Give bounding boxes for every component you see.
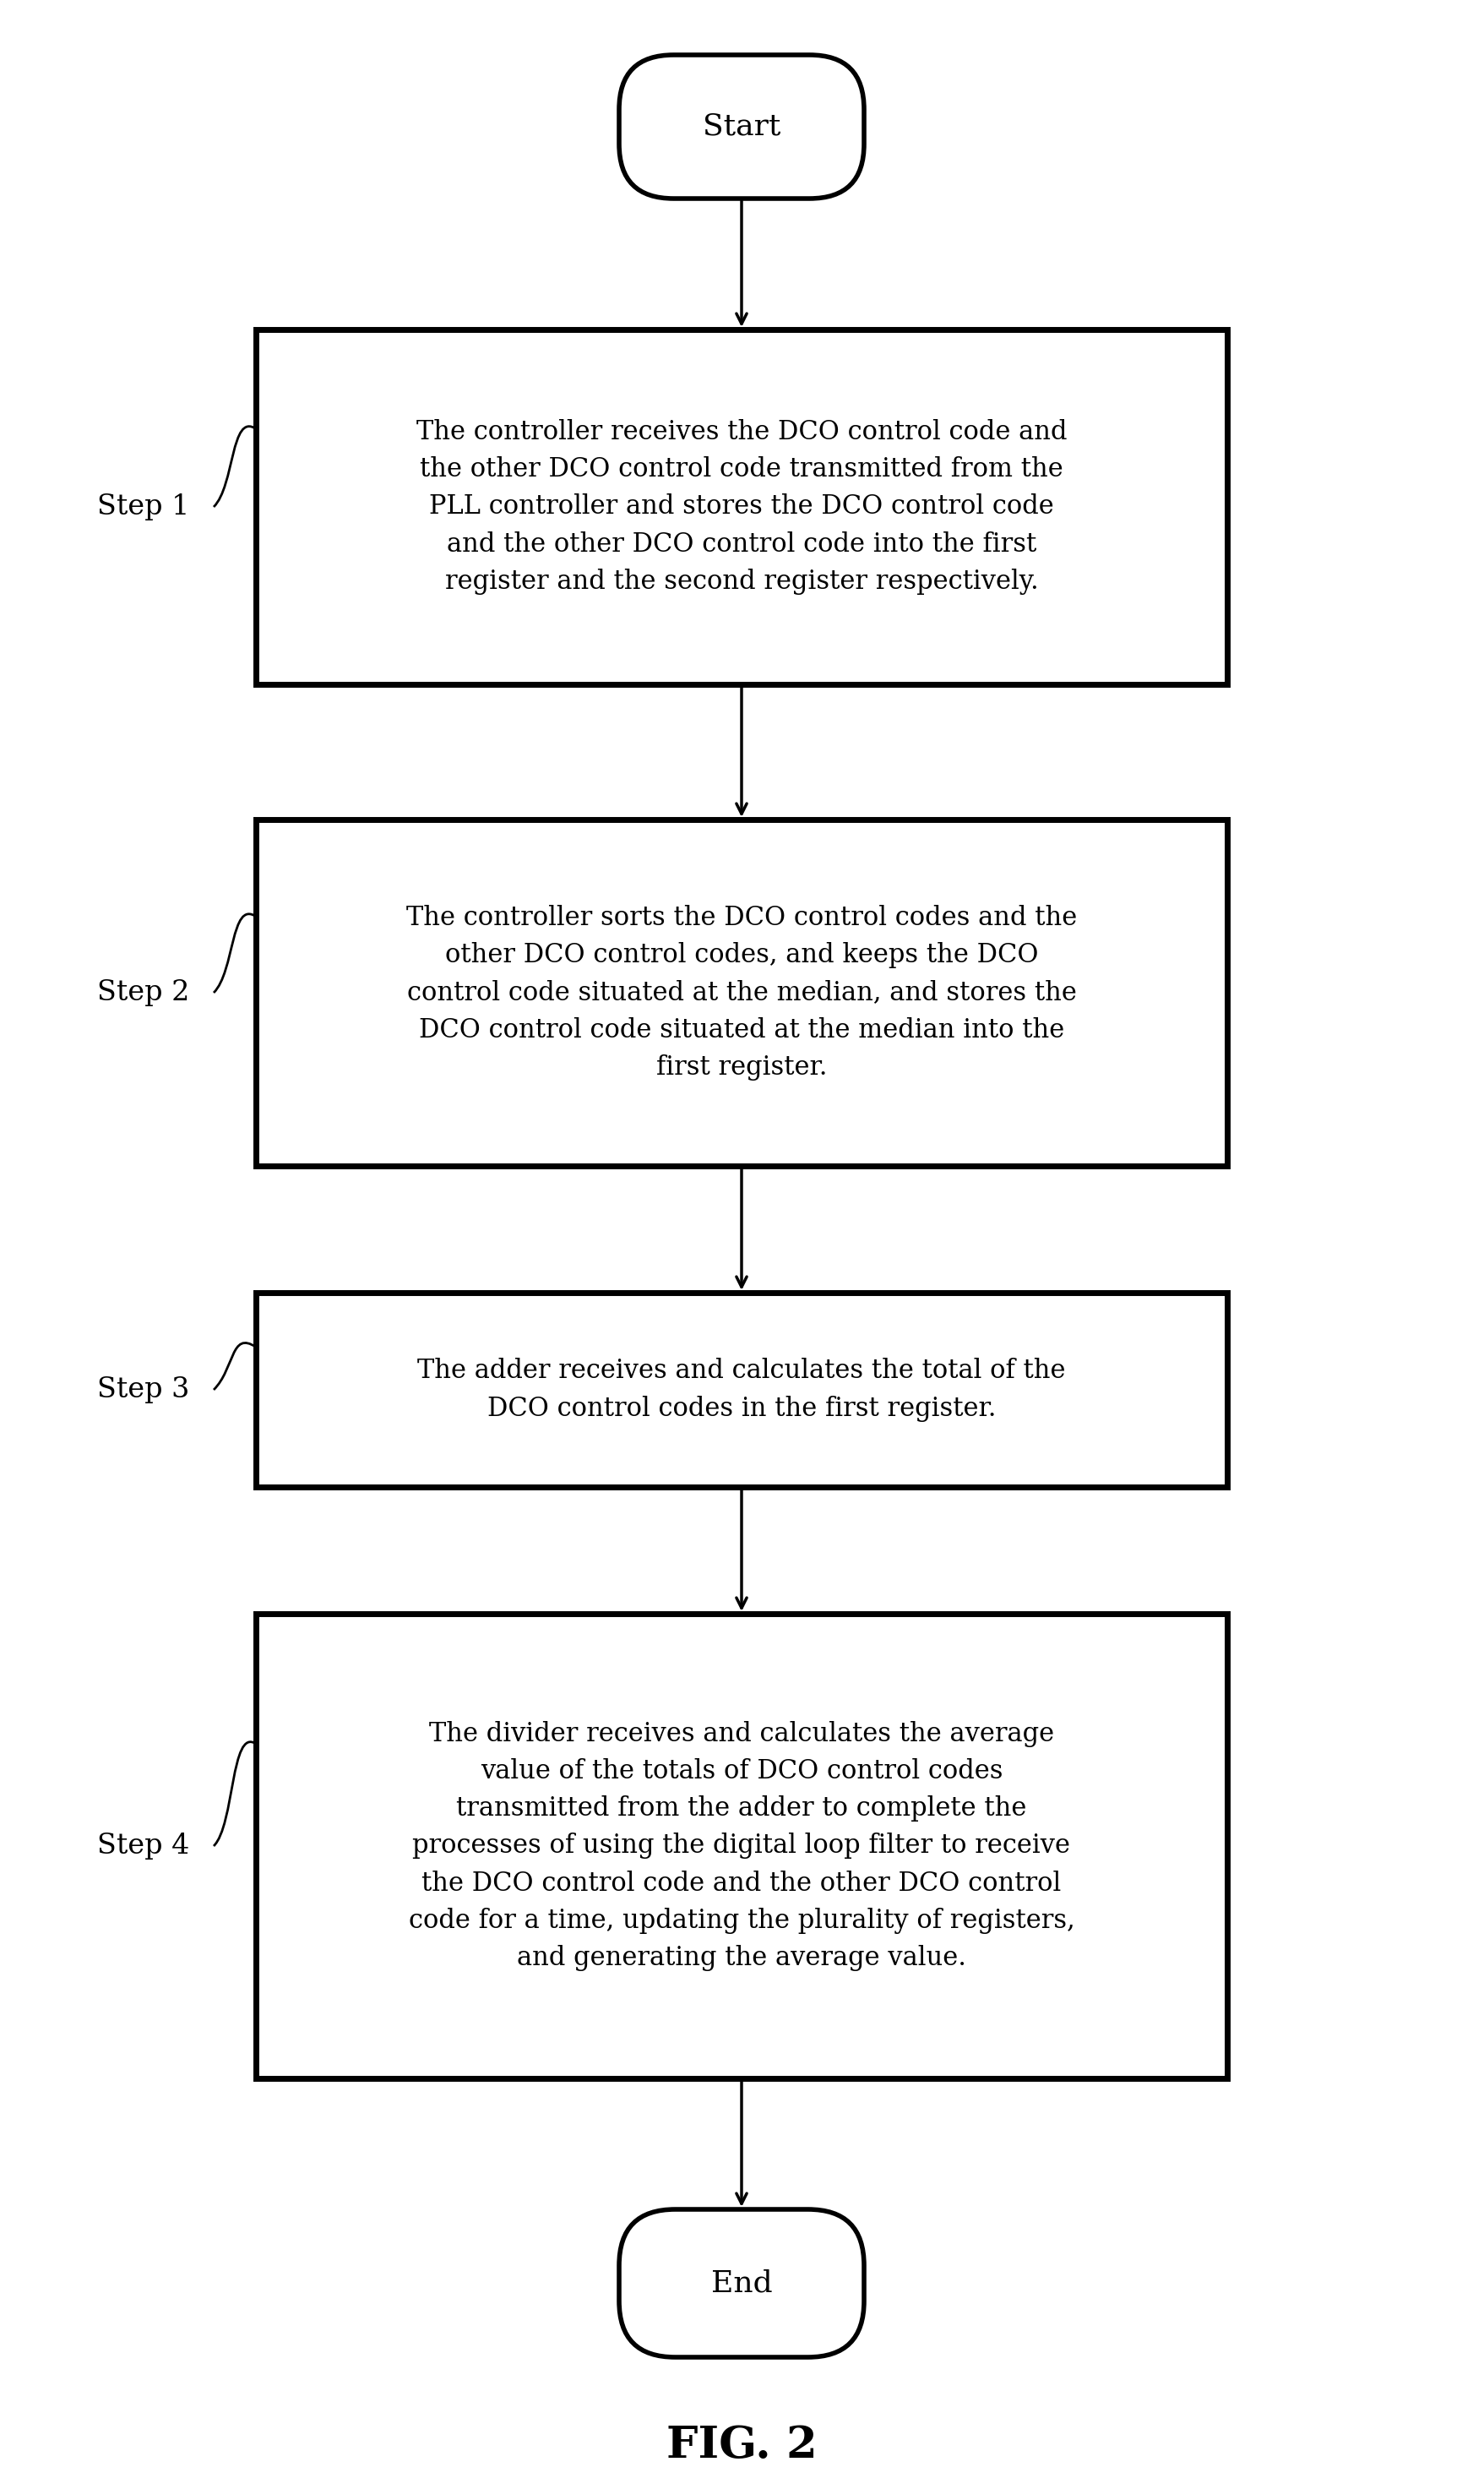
Text: FIG. 2: FIG. 2 — [666, 2424, 818, 2467]
FancyBboxPatch shape — [619, 2210, 864, 2357]
Text: The divider receives and calculates the average
value of the totals of DCO contr: The divider receives and calculates the … — [408, 1720, 1074, 1971]
FancyBboxPatch shape — [255, 1292, 1227, 1486]
Text: Step 2: Step 2 — [96, 978, 190, 1006]
Text: Step 1: Step 1 — [96, 493, 190, 520]
FancyBboxPatch shape — [619, 55, 864, 199]
Text: The adder receives and calculates the total of the
DCO control codes in the firs: The adder receives and calculates the to… — [417, 1359, 1066, 1421]
FancyBboxPatch shape — [255, 819, 1227, 1165]
Text: Start: Start — [702, 112, 781, 142]
FancyBboxPatch shape — [255, 1613, 1227, 2078]
Text: End: End — [711, 2270, 772, 2297]
Text: Step 3: Step 3 — [96, 1376, 190, 1404]
Text: The controller sorts the DCO control codes and the
other DCO control codes, and : The controller sorts the DCO control cod… — [407, 906, 1077, 1080]
Text: The controller receives the DCO control code and
the other DCO control code tran: The controller receives the DCO control … — [416, 418, 1067, 595]
Text: Step 4: Step 4 — [96, 1832, 190, 1859]
FancyBboxPatch shape — [255, 329, 1227, 684]
